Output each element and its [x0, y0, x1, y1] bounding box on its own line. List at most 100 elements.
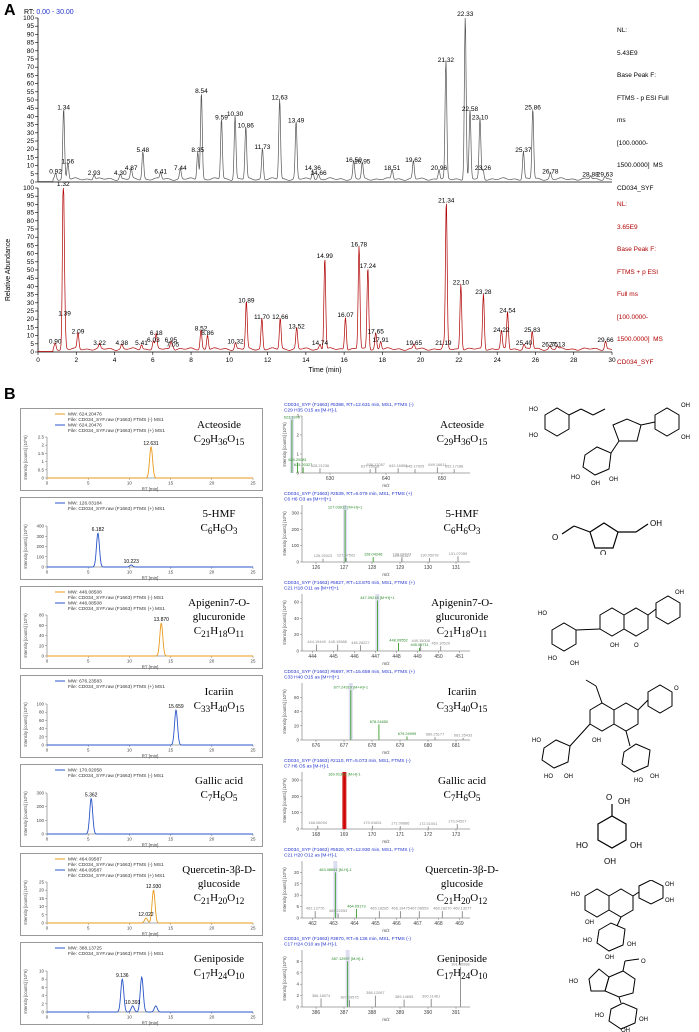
info-line: CD034_SYF [617, 184, 654, 192]
svg-text:HO: HO [571, 475, 580, 481]
x-tick-label: 25 [250, 926, 256, 931]
x-tick-label: 128 [368, 565, 377, 571]
ms-peak-label: 169.01331 [M-H]-1 [328, 771, 360, 776]
rt-range-header: RT: 0.00 - 30.00 [24, 9, 74, 16]
legend-entry: MW: 446.08508 [68, 601, 102, 607]
y-tick-label: 2 [41, 443, 44, 448]
legend-entry: File: CD034_SYF.raw (F1663) FTMS (-) MS1 [68, 773, 164, 779]
compound-label-right: Acteoside C29H36O15 [412, 418, 512, 449]
compound-label-left: Icariin C33H40O15 [175, 685, 263, 716]
ms-peak-label: 172.01001 [419, 821, 437, 826]
xic-chart: MW: 388.13725 File: CD034_SYF.raw (F1663)… [20, 942, 263, 1026]
x-tick-label: 446 [350, 654, 359, 660]
info-line: 5.43E9 [617, 49, 638, 57]
ms-peak-label: 127.07502 [337, 552, 355, 557]
compound-formula: C6H6O3 [200, 522, 238, 537]
y-tick-label: 25 [39, 880, 45, 885]
x-tick-label: 169 [340, 832, 349, 838]
x-tick-label: 126 [312, 565, 321, 571]
xic-chart: MW: 126.03184 File: CD034_SYF.raw (F1663)… [20, 497, 263, 581]
peak-label: 12.63 [272, 95, 289, 102]
ms-peak-label: 624.20081 [288, 457, 306, 462]
peak-label: 19.65 [406, 340, 423, 347]
peak-label: 17.65 [368, 329, 385, 336]
y-axis-label: Intensity [counts] (10^6) [282, 778, 287, 823]
legend-entry: File: CD034_SYF.raw (F1663) FTMS (+) MS1 [68, 606, 165, 612]
y-tick-label: 20 [27, 316, 35, 323]
y-tick-label: 40 [294, 709, 300, 714]
ms-peak-label: 445.19688 [328, 639, 346, 644]
compound-label-right: Geniposide C17H24O10 [412, 952, 512, 983]
x-tick-label: 387 [340, 1010, 349, 1016]
peak-label: 8.54 [195, 88, 208, 95]
xic-peak-label: 12.631 [143, 441, 159, 447]
compound-label-right: Icariin C33H40O15 [412, 685, 512, 716]
peak-label: 22.10 [453, 279, 470, 286]
compound-name: Geniposide [193, 953, 245, 965]
svg-text:OH: OH [564, 774, 573, 780]
y-axis-label: Intensity [counts] (10^6) [282, 422, 287, 467]
x-axis-label: Time (min) [308, 367, 341, 374]
ms-peak-label: 680.25177 [426, 732, 444, 737]
ms-header: C6 H6 O3 as [M+H]+1 [284, 497, 332, 503]
svg-text:OH: OH [665, 882, 674, 888]
y-axis-label: Intensity [counts] (10^6) [23, 613, 28, 658]
x-tick-label: 15 [168, 837, 174, 842]
y-tick-label: 70 [27, 64, 35, 71]
x-tick-label: 20 [209, 1015, 215, 1020]
compound-formula: C33H40O15 [193, 700, 245, 715]
ms-peak-label: 638.17057 [367, 462, 385, 467]
peak-label: 23.28 [475, 289, 492, 296]
peak-label: 1.39 [58, 311, 71, 318]
peak-label: 16.78 [351, 242, 368, 249]
x-axis-label: m/z [382, 750, 390, 755]
peak-label: 0.92 [49, 168, 62, 175]
y-axis-label: Relative Abundance [5, 239, 12, 301]
y-tick-label: 75 [27, 226, 35, 233]
compound-name: Icariin [447, 686, 477, 698]
info-line: FTMS - p ESI Full [617, 94, 669, 102]
x-tick-label: 25 [250, 837, 256, 842]
y-tick-label: 60 [39, 718, 45, 723]
compound-label-right: Apigenin7-O-glucuronide C21H18O11 [412, 596, 512, 641]
svg-text:OH: OH [604, 857, 616, 866]
y-tick-label: 1.5 [38, 451, 45, 456]
legend-entry: MW: 126.03184 [68, 501, 102, 507]
peak-label: 17.24 [360, 263, 377, 270]
x-tick-label: 10 [127, 926, 133, 931]
compound-name: Quercetin-3β-D- [182, 864, 256, 876]
y-tick-label: 100 [36, 702, 44, 707]
ms-header: C17 H24 O10 as [M-H]-1 [284, 942, 337, 948]
x-tick-label: 0 [46, 837, 49, 842]
compound-label-right: Quercetin-3β-D-glucoside C21H20O12 [412, 863, 512, 908]
svg-text:OH: OH [681, 435, 690, 441]
y-tick-label: 6 [41, 985, 44, 990]
svg-text:OH: OH [618, 797, 630, 806]
info-line: NL: [617, 201, 628, 208]
peak-label: 4.30 [114, 170, 127, 177]
compound-label-left: Acteoside C29H36O15 [175, 418, 263, 449]
compound-label-right: Gallic acid C7H6O5 [412, 774, 512, 805]
x-axis-label: RT [min] [142, 754, 159, 759]
y-tick-label: 15 [39, 896, 45, 901]
y-tick-label: 40 [27, 113, 35, 120]
y-tick-label: 55 [27, 89, 35, 96]
legend-entry: MW: 464.09587 [68, 857, 102, 863]
y-tick-label: 85 [27, 40, 35, 47]
peak-label: 16.50 [346, 157, 363, 164]
x-tick-label: 2 [74, 357, 78, 364]
y-axis-label: Intensity [counts] (10^6) [282, 867, 287, 912]
x-tick-label: 20 [209, 837, 215, 842]
x-tick-label: 0 [46, 481, 49, 486]
svg-text:HO: HO [571, 892, 580, 898]
info-line: 1500.0000] MS [617, 162, 663, 169]
ms-spectrum: CD034_SYF (F1663) #6697, RT=15.659 min, … [280, 667, 475, 756]
x-tick-label: 20 [209, 748, 215, 753]
ms-svg: CD034_SYF (F1663) #6697, RT=15.659 min, … [282, 669, 472, 755]
y-tick-label: 10 [27, 333, 35, 340]
compound-label-left: 5-HMF C6H6O3 [175, 507, 263, 538]
y-tick-label: 90 [27, 31, 35, 38]
y-tick-label: 20 [294, 870, 300, 875]
tic-negative-info: NL: 5.43E9 Base Peak F: FTMS - p ESI Ful… [617, 12, 669, 200]
